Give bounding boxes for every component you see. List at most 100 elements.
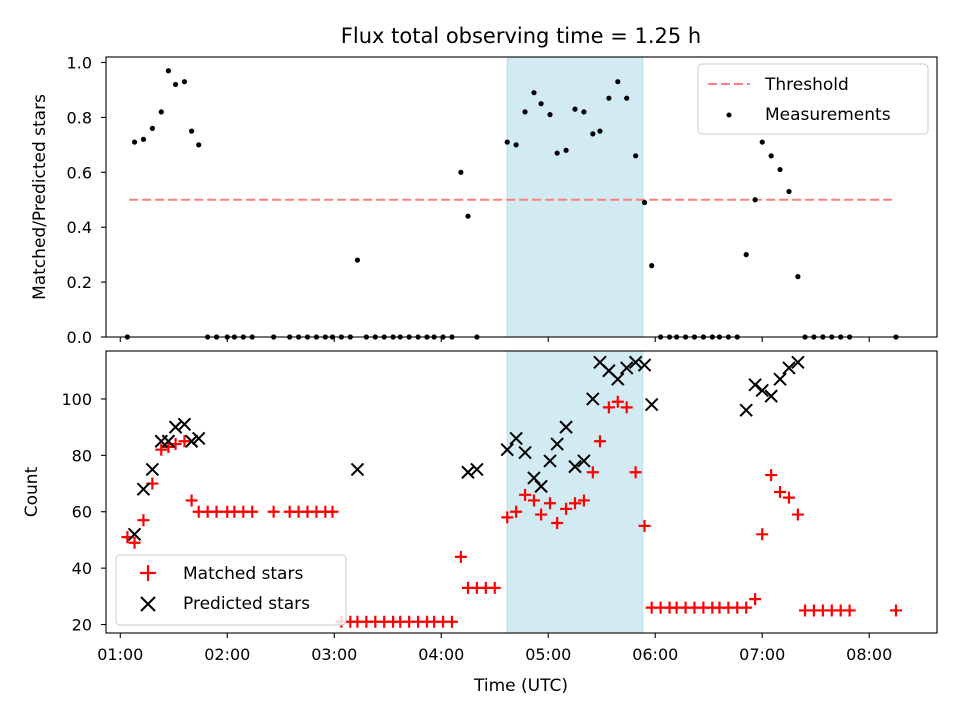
matched-star-point bbox=[210, 505, 223, 518]
matched-star-point bbox=[782, 491, 795, 504]
matched-star-point bbox=[510, 505, 523, 518]
measurement-point bbox=[759, 139, 765, 145]
matched-star-point bbox=[137, 514, 150, 527]
measurement-point bbox=[149, 125, 155, 131]
measurement-point bbox=[172, 81, 179, 88]
predicted-star-point bbox=[577, 454, 591, 468]
matched-star-point bbox=[602, 401, 615, 414]
measurement-point bbox=[554, 150, 560, 156]
matched-star-point bbox=[611, 395, 624, 408]
measurement-point bbox=[458, 169, 464, 175]
predicted-star-point bbox=[611, 372, 625, 386]
legend-measurements-label: Measurements bbox=[765, 105, 891, 125]
legend-predicted-swatch bbox=[140, 596, 156, 612]
y-tick-label: 0.8 bbox=[67, 108, 92, 127]
matched-star-point bbox=[629, 466, 642, 479]
predicted-star-point bbox=[748, 378, 762, 392]
matched-star-point bbox=[620, 401, 633, 414]
matched-star-point bbox=[501, 511, 514, 524]
measurement-point bbox=[590, 131, 596, 137]
predicted-star-point bbox=[620, 361, 634, 375]
matched-star-point bbox=[178, 435, 191, 448]
predicted-star-point bbox=[534, 479, 548, 494]
measurement-point bbox=[140, 136, 147, 142]
y-tick-label: 0.4 bbox=[67, 218, 92, 237]
matched-star-point bbox=[791, 508, 804, 521]
predicted-star-point bbox=[764, 389, 778, 403]
chart-title: Flux total observing time = 1.25 h bbox=[341, 24, 701, 48]
top-axes-frame bbox=[105, 56, 938, 338]
top-ylabel: Matched/Predicted stars bbox=[30, 94, 50, 300]
matched-star-point bbox=[593, 435, 606, 448]
predicted-star-point bbox=[586, 392, 600, 406]
predicted-star-point bbox=[127, 527, 142, 542]
legend-matched-label: Matched stars bbox=[183, 564, 303, 584]
measurement-point bbox=[795, 274, 801, 280]
matched-star-point bbox=[740, 601, 753, 614]
measurement-point bbox=[538, 101, 544, 107]
measurement-point bbox=[777, 166, 783, 173]
predicted-star-point bbox=[739, 403, 753, 417]
legend-threshold-label: Threshold bbox=[764, 75, 849, 95]
matched-star-point bbox=[155, 443, 168, 456]
y-tick-label: 0.0 bbox=[67, 328, 92, 347]
matched-star-point bbox=[586, 466, 599, 479]
measurement-point bbox=[606, 95, 612, 101]
matched-star-point bbox=[560, 502, 573, 515]
measurement-point bbox=[131, 139, 138, 145]
measurement-point bbox=[641, 199, 648, 206]
measurement-point bbox=[165, 68, 172, 74]
measurement-point bbox=[522, 109, 528, 115]
matched-star-point bbox=[774, 486, 787, 498]
predicted-star-point bbox=[168, 420, 183, 434]
x-tick-label: 02:00 bbox=[204, 645, 250, 664]
predicted-star-point bbox=[559, 420, 573, 434]
x-tick-label: 06:00 bbox=[632, 645, 678, 664]
bottom-xlabel: Time (UTC) bbox=[473, 676, 568, 696]
measurement-point bbox=[752, 197, 758, 203]
measurement-point bbox=[786, 188, 792, 195]
measurement-point bbox=[465, 213, 471, 219]
measurement-point bbox=[615, 79, 621, 85]
predicted-star-point bbox=[461, 465, 475, 479]
predicted-star-point bbox=[350, 462, 365, 477]
measurement-point bbox=[597, 128, 603, 134]
measurement-point bbox=[181, 79, 188, 85]
predicted-star-point bbox=[518, 445, 532, 460]
matched-star-point bbox=[765, 469, 778, 482]
x-tick-label: 07:00 bbox=[739, 645, 785, 664]
measurement-point bbox=[547, 112, 553, 118]
y-tick-label: 80 bbox=[72, 446, 92, 465]
predicted-star-point bbox=[637, 358, 652, 372]
legend-predicted-label: Predicted stars bbox=[183, 594, 310, 614]
y-tick-label: 100 bbox=[61, 390, 92, 409]
highlight-span bbox=[506, 350, 644, 634]
x-tick-label: 01:00 bbox=[97, 645, 143, 664]
measurement-point bbox=[531, 90, 537, 96]
y-tick-label: 1.0 bbox=[67, 53, 92, 72]
measurement-point bbox=[649, 263, 655, 269]
matched-star-point bbox=[445, 615, 458, 628]
predicted-star-point bbox=[791, 355, 805, 369]
predicted-star-point bbox=[470, 462, 484, 477]
highlight-span bbox=[506, 56, 644, 338]
y-tick-label: 0.2 bbox=[67, 273, 92, 292]
predicted-star-point bbox=[161, 434, 176, 448]
measurement-point bbox=[624, 95, 630, 101]
measurement-point bbox=[633, 153, 639, 159]
matched-star-point bbox=[889, 604, 902, 617]
matched-star-point bbox=[535, 508, 548, 521]
predicted-star-point bbox=[184, 434, 199, 448]
x-tick-label: 05:00 bbox=[525, 645, 571, 664]
top-legend-box bbox=[697, 63, 929, 135]
measurement-point bbox=[504, 139, 510, 145]
matched-star-point bbox=[246, 505, 259, 518]
bottom-legend-box bbox=[115, 554, 347, 626]
bottom-legend: Matched stars Predicted stars bbox=[115, 554, 347, 626]
measurement-point bbox=[513, 142, 519, 148]
predicted-star-point bbox=[568, 459, 582, 474]
matched-star-point bbox=[185, 494, 198, 507]
matched-star-point bbox=[162, 440, 175, 453]
measurement-point bbox=[743, 252, 749, 258]
